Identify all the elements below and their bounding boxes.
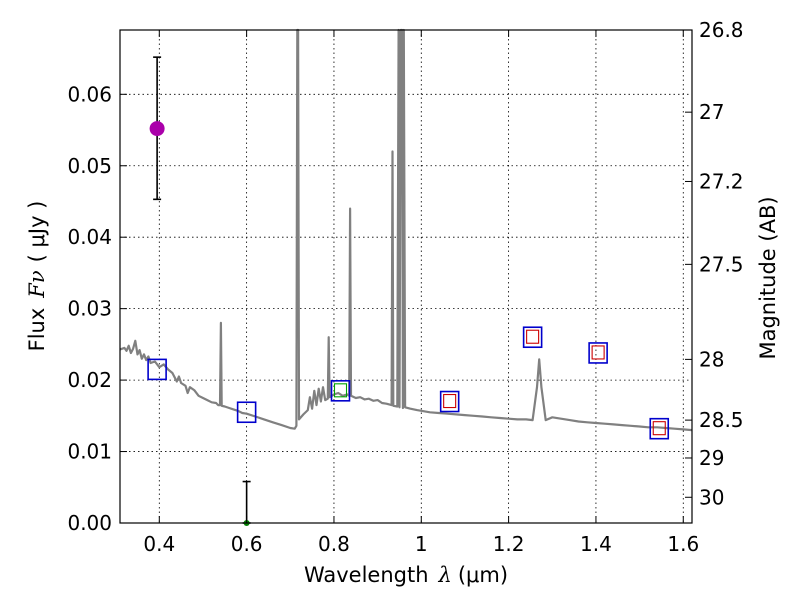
model-photometry-point [652, 421, 666, 436]
y2-tick-label: 27.5 [699, 252, 744, 276]
y2-tick-label: 27 [699, 100, 724, 124]
y-tick-label: 0.02 [67, 368, 112, 392]
x-tick-label: 1 [415, 532, 428, 556]
y-tick-label: 0.00 [67, 511, 112, 535]
flux-point [149, 121, 165, 137]
y2-axis-title: Magnitude (AB) [756, 196, 780, 359]
x-tick-label: 0.8 [318, 532, 350, 556]
x-tick-label: 0.6 [231, 532, 263, 556]
y2-tick-label: 26.8 [699, 18, 744, 42]
y2-tick-label: 30 [699, 485, 724, 509]
observed-photometry-point [236, 401, 257, 424]
y2-tick-label: 27.2 [699, 169, 744, 193]
observed-photometry-point [588, 342, 608, 364]
plot-frame [119, 29, 693, 524]
model-photometry-point [591, 345, 605, 360]
model-photometry-point [526, 329, 540, 344]
grid [120, 30, 692, 524]
observed-photometry-point [522, 326, 543, 349]
model-photometry-point [443, 393, 457, 409]
y-tick-label: 0.04 [67, 225, 112, 249]
plot-area [119, 28, 693, 526]
model-photometry-point [333, 383, 348, 398]
x-tick-label: 1.6 [667, 532, 699, 556]
y-tick-label: 0.05 [67, 154, 112, 178]
observed-photometry-point [147, 358, 167, 381]
observed-photometry-point [330, 380, 351, 402]
y2-tick-label: 28 [699, 347, 724, 371]
observed-photometry-point [649, 417, 670, 440]
spectrum-line [119, 28, 693, 432]
axes: 0.4 0.6 0.8 1 1.2 1.4 1.6 0.00 0.01 0.02 0.03 0.04 0… [67, 18, 743, 556]
observed-photometry-point [439, 390, 460, 413]
x-tick-label: 0.4 [143, 532, 175, 556]
y-tick-label: 0.01 [67, 440, 112, 464]
y-tick-label: 0.03 [67, 297, 112, 321]
y2-tick-label: 28.5 [699, 408, 744, 432]
x-tick-label: 1.4 [580, 532, 612, 556]
y-tick-label: 0.06 [67, 82, 112, 106]
y-axis-title: FluxFν( μJy ) [25, 201, 49, 352]
x-axis-title: Wavelength λ (μm) [304, 563, 508, 587]
x-tick-label: 1.2 [493, 532, 525, 556]
y2-tick-label: 29 [699, 446, 724, 470]
